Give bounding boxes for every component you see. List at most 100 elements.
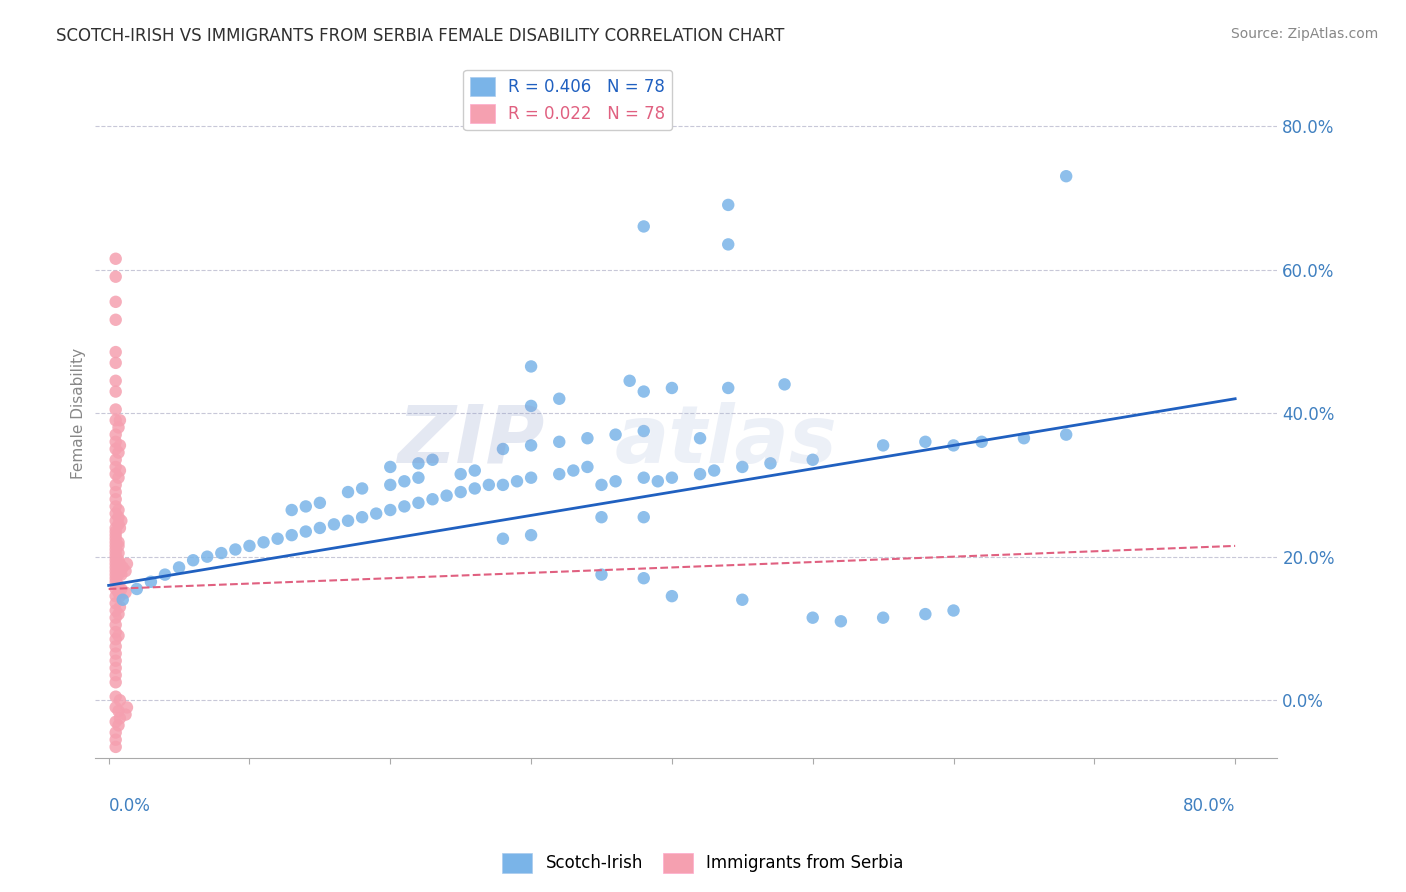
Point bbox=[107, 517, 129, 532]
Point bbox=[104, 668, 127, 682]
Point bbox=[914, 434, 936, 449]
Point bbox=[520, 438, 543, 452]
Point bbox=[107, 578, 129, 592]
Point bbox=[111, 560, 134, 574]
Point bbox=[104, 564, 127, 578]
Point bbox=[689, 431, 711, 445]
Point bbox=[104, 478, 127, 492]
Point bbox=[394, 475, 416, 489]
Point bbox=[107, 704, 129, 718]
Point bbox=[280, 503, 302, 517]
Point bbox=[436, 489, 458, 503]
Point bbox=[104, 524, 127, 539]
Point bbox=[104, 402, 127, 417]
Point bbox=[107, 560, 129, 574]
Point bbox=[731, 459, 754, 474]
Point bbox=[104, 500, 127, 514]
Point bbox=[408, 471, 430, 485]
Point bbox=[104, 532, 127, 546]
Point bbox=[689, 467, 711, 482]
Point bbox=[107, 567, 129, 582]
Point bbox=[422, 492, 444, 507]
Point bbox=[125, 582, 148, 596]
Point bbox=[104, 567, 127, 582]
Point bbox=[323, 517, 346, 532]
Point bbox=[872, 438, 894, 452]
Point bbox=[115, 700, 138, 714]
Point bbox=[104, 714, 127, 729]
Point bbox=[520, 471, 543, 485]
Point bbox=[619, 374, 641, 388]
Point bbox=[104, 374, 127, 388]
Point bbox=[110, 567, 132, 582]
Point bbox=[633, 471, 655, 485]
Point bbox=[366, 507, 388, 521]
Point bbox=[108, 438, 131, 452]
Point bbox=[464, 463, 486, 477]
Point bbox=[104, 459, 127, 474]
Text: 80.0%: 80.0% bbox=[1182, 797, 1234, 814]
Point bbox=[104, 542, 127, 557]
Text: 0.0%: 0.0% bbox=[108, 797, 150, 814]
Point bbox=[591, 567, 613, 582]
Legend: Scotch-Irish, Immigrants from Serbia: Scotch-Irish, Immigrants from Serbia bbox=[496, 847, 910, 880]
Point bbox=[337, 514, 360, 528]
Point bbox=[576, 431, 599, 445]
Point bbox=[266, 532, 288, 546]
Point bbox=[633, 424, 655, 438]
Point bbox=[661, 589, 683, 603]
Point bbox=[107, 535, 129, 549]
Point bbox=[104, 467, 127, 482]
Point bbox=[107, 420, 129, 434]
Point bbox=[801, 610, 824, 624]
Point bbox=[633, 571, 655, 585]
Point bbox=[914, 607, 936, 621]
Point bbox=[1054, 427, 1077, 442]
Point bbox=[111, 592, 134, 607]
Point bbox=[548, 434, 571, 449]
Point bbox=[942, 438, 965, 452]
Point bbox=[591, 478, 613, 492]
Point bbox=[107, 553, 129, 567]
Point bbox=[104, 739, 127, 754]
Point bbox=[408, 456, 430, 470]
Point bbox=[104, 553, 127, 567]
Point bbox=[591, 510, 613, 524]
Point bbox=[380, 478, 402, 492]
Point bbox=[104, 603, 127, 617]
Point bbox=[731, 592, 754, 607]
Point bbox=[104, 690, 127, 704]
Text: SCOTCH-IRISH VS IMMIGRANTS FROM SERBIA FEMALE DISABILITY CORRELATION CHART: SCOTCH-IRISH VS IMMIGRANTS FROM SERBIA F… bbox=[56, 27, 785, 45]
Point bbox=[104, 546, 127, 560]
Point bbox=[104, 732, 127, 747]
Point bbox=[107, 629, 129, 643]
Point bbox=[107, 585, 129, 599]
Point bbox=[167, 560, 190, 574]
Point bbox=[717, 381, 740, 395]
Point bbox=[195, 549, 218, 564]
Point bbox=[337, 485, 360, 500]
Point bbox=[647, 475, 669, 489]
Legend: R = 0.406   N = 78, R = 0.022   N = 78: R = 0.406 N = 78, R = 0.022 N = 78 bbox=[464, 70, 672, 130]
Point bbox=[450, 467, 472, 482]
Point bbox=[773, 377, 796, 392]
Point bbox=[562, 463, 585, 477]
Point bbox=[576, 459, 599, 474]
Point bbox=[520, 399, 543, 413]
Point bbox=[294, 500, 316, 514]
Point bbox=[548, 467, 571, 482]
Point bbox=[633, 219, 655, 234]
Point bbox=[104, 492, 127, 507]
Point bbox=[703, 463, 725, 477]
Point bbox=[104, 571, 127, 585]
Point bbox=[104, 521, 127, 535]
Text: ZIP: ZIP bbox=[396, 401, 544, 480]
Point bbox=[104, 384, 127, 399]
Point bbox=[104, 356, 127, 370]
Point bbox=[108, 557, 131, 571]
Point bbox=[107, 503, 129, 517]
Point bbox=[464, 482, 486, 496]
Point bbox=[408, 496, 430, 510]
Point bbox=[605, 427, 627, 442]
Point bbox=[107, 546, 129, 560]
